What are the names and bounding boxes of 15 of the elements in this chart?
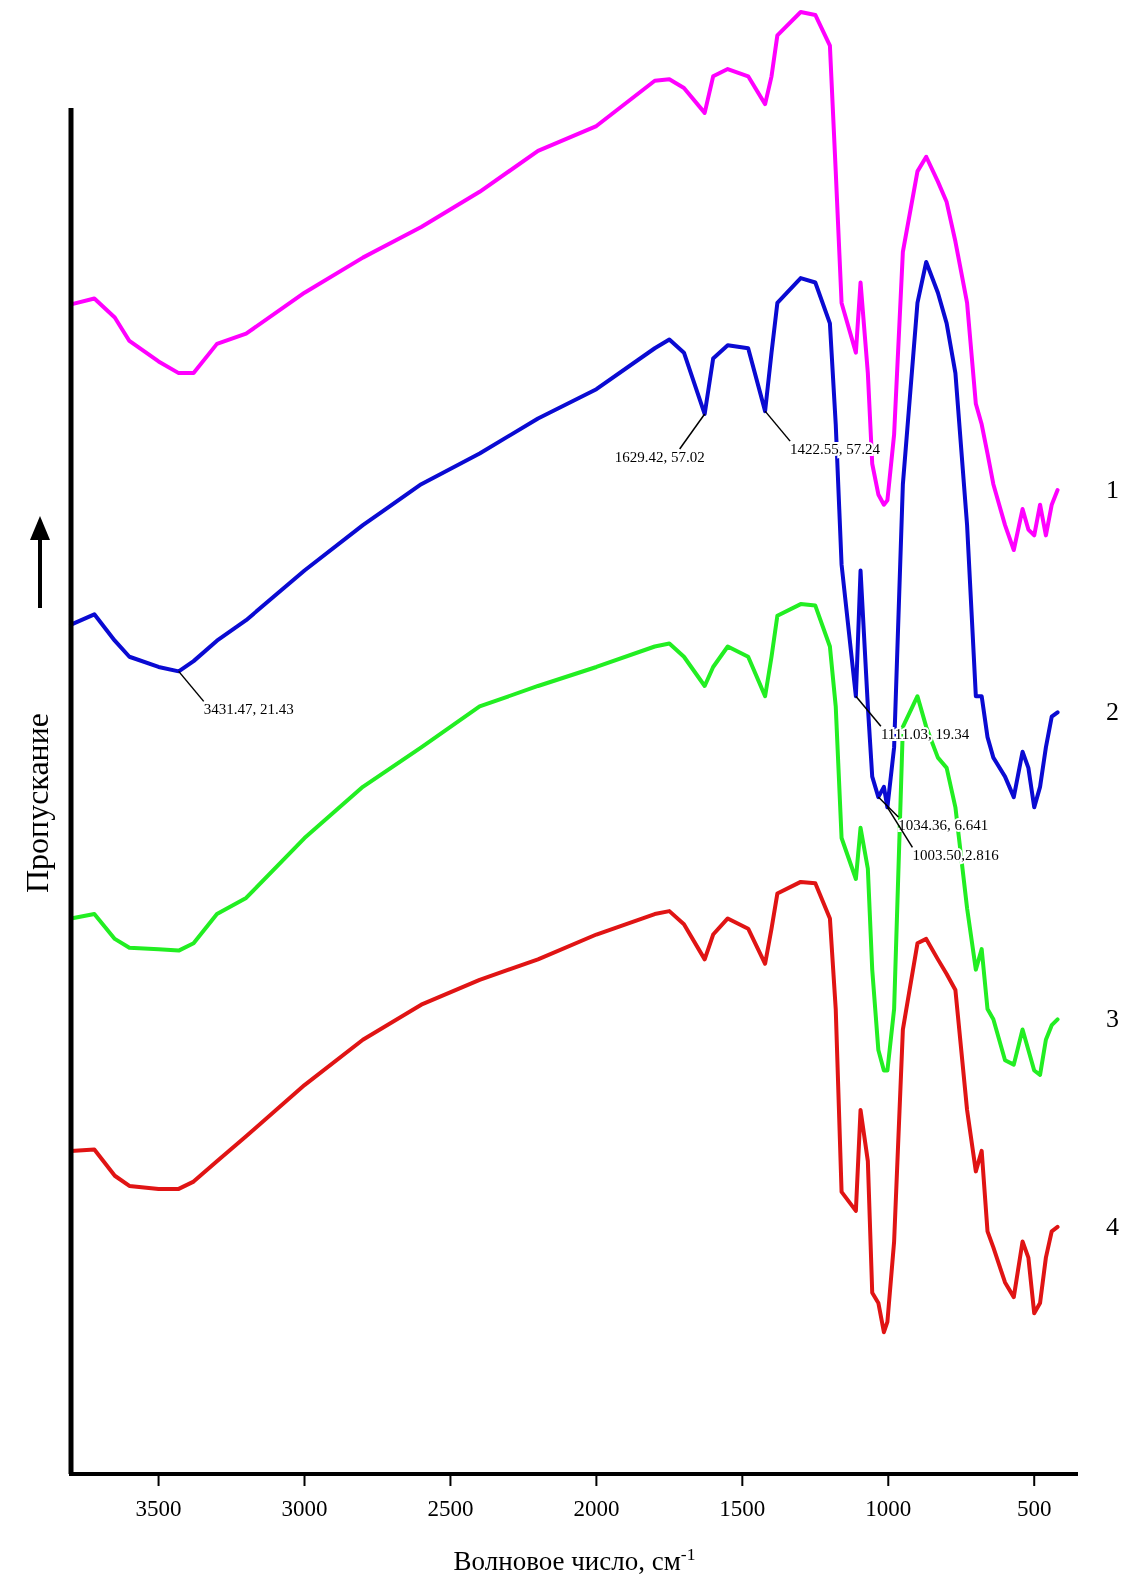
x-tick-label: 500: [1016, 1496, 1052, 1521]
annotation: 3431.47, 21.43: [203, 701, 294, 718]
x-tick-label: 2000: [573, 1496, 620, 1521]
series-label: 3: [1106, 1004, 1119, 1034]
series-label: 2: [1106, 697, 1119, 727]
annotation: 1629.42, 57.02: [614, 449, 705, 466]
x-tick-label: 3000: [281, 1496, 328, 1521]
x-tick-label: 1000: [865, 1496, 912, 1521]
x-tick-label: 2500: [427, 1496, 474, 1521]
y-axis-title: Пропускание: [19, 712, 55, 894]
x-tick-label: 3500: [135, 1496, 182, 1521]
x-axis-title: Волновое число, см$^{-1}$: [453, 1544, 696, 1576]
series-label: 4: [1106, 1211, 1119, 1241]
x-tick-label: 1500: [719, 1496, 766, 1521]
series-label: 1: [1106, 475, 1119, 505]
